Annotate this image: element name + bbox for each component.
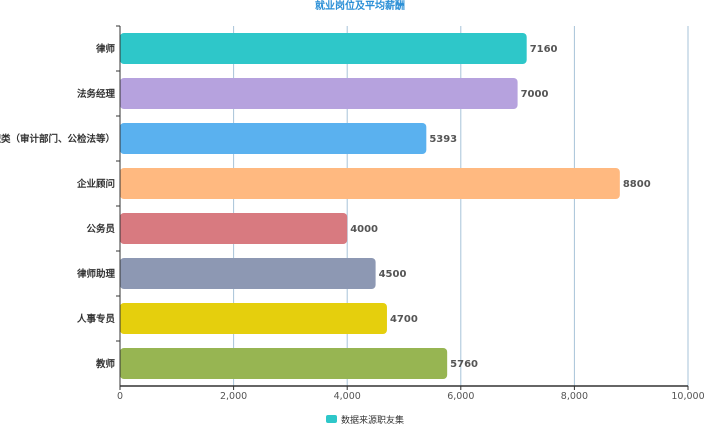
x-tick-label: 4,000 [334, 391, 361, 402]
category-label: 人事专员 [77, 313, 116, 325]
category-label: 公职类（审计部门、公检法等） [0, 133, 115, 145]
bars [120, 33, 620, 379]
bar[interactable] [120, 258, 376, 289]
chart-title: 就业岗位及平均薪酬 [315, 0, 405, 12]
value-label: 4500 [379, 269, 407, 280]
category-label: 公务员 [86, 223, 115, 235]
x-tick-label: 0 [117, 391, 123, 402]
category-label: 企业顾问 [76, 178, 115, 190]
category-label: 律师助理 [76, 268, 116, 280]
legend[interactable]: 数据来源职友集 [326, 414, 404, 426]
value-label: 7000 [521, 89, 549, 100]
bar[interactable] [120, 303, 387, 334]
category-label: 律师 [95, 43, 116, 55]
bar[interactable] [120, 213, 348, 244]
axes [116, 25, 689, 390]
labels: 0 2,000 4,000 6,000 8,000 10,000 律师 7160 法务经理 700… [0, 43, 705, 402]
legend-label: 数据来源职友集 [341, 414, 404, 426]
x-tick-label: 10,000 [671, 391, 704, 402]
value-label: 5760 [450, 359, 478, 370]
bar[interactable] [120, 33, 527, 64]
value-label: 4700 [390, 314, 418, 325]
value-label: 5393 [429, 134, 457, 145]
bar[interactable] [120, 78, 518, 109]
category-label: 教师 [95, 358, 116, 370]
value-label: 7160 [530, 44, 558, 55]
x-tick-label: 2,000 [220, 391, 247, 402]
x-tick-label: 6,000 [447, 391, 474, 402]
legend-swatch [326, 415, 337, 423]
value-label: 8800 [623, 179, 651, 190]
category-label: 法务经理 [77, 88, 116, 100]
value-label: 4000 [350, 224, 378, 235]
x-tick-label: 8,000 [561, 391, 588, 402]
bar[interactable] [120, 123, 427, 154]
bar[interactable] [120, 348, 448, 379]
bar[interactable] [120, 168, 620, 199]
